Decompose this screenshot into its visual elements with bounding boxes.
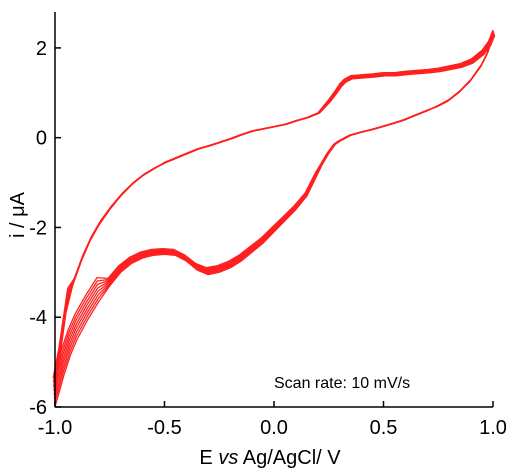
cv-scan-cycle bbox=[52, 35, 496, 379]
cv-scan-cycle bbox=[54, 30, 494, 404]
y-tick-label: -4 bbox=[29, 307, 47, 329]
cv-scan-cycle bbox=[53, 32, 495, 396]
x-tick-label: -1.0 bbox=[38, 417, 72, 439]
cv-scan-cycle bbox=[54, 29, 494, 408]
x-tick-label: 0.5 bbox=[370, 417, 398, 439]
y-tick-label: 2 bbox=[36, 38, 47, 60]
y-axis-title: i / μA bbox=[7, 191, 29, 238]
y-tick-label: -2 bbox=[29, 217, 47, 239]
cv-traces bbox=[52, 29, 496, 408]
cv-scan-cycle bbox=[53, 31, 495, 400]
x-ticks: -1.0 -0.5 0.0 0.5 1.0 bbox=[38, 401, 507, 439]
cv-scan-cycle bbox=[53, 33, 495, 387]
y-tick-label: -6 bbox=[29, 397, 47, 419]
y-tick-label: 0 bbox=[36, 128, 47, 150]
scan-rate-annotation: Scan rate: 10 mV/s bbox=[274, 375, 410, 392]
cv-scan-cycle bbox=[52, 34, 496, 383]
x-tick-label: 0.0 bbox=[260, 417, 288, 439]
cv-scan-cycle bbox=[53, 32, 495, 391]
x-tick-label: -0.5 bbox=[147, 417, 181, 439]
x-axis-title: E vs Ag/AgCl/ V bbox=[199, 447, 341, 469]
x-tick-label: 1.0 bbox=[479, 417, 507, 439]
y-ticks: 2 0 -2 -4 -6 bbox=[29, 38, 61, 419]
